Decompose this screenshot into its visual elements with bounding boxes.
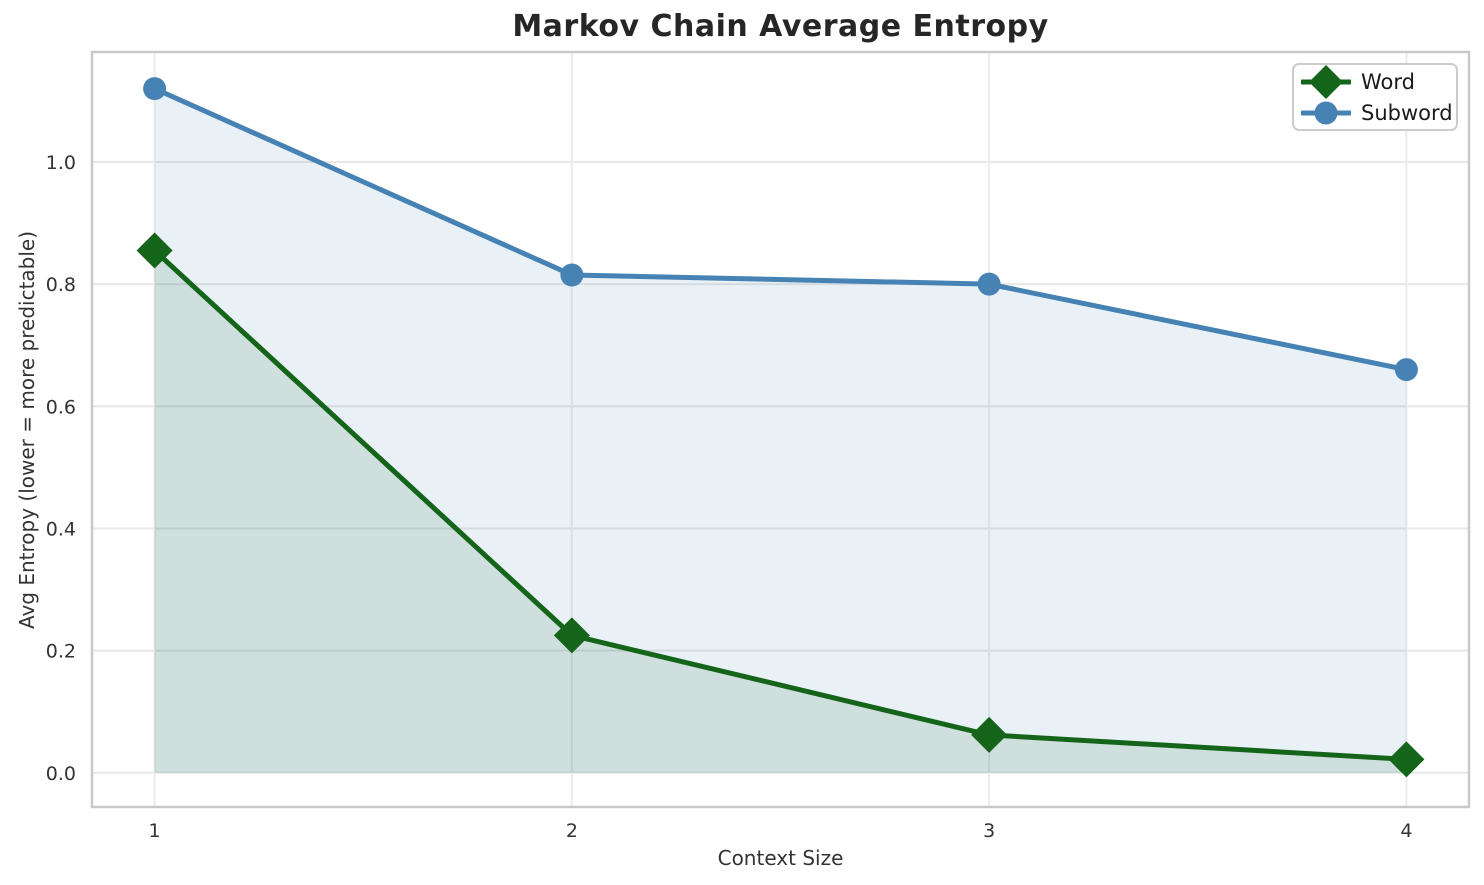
- y-tick-label: 0.4: [46, 518, 76, 540]
- word-marker: [1388, 741, 1425, 778]
- y-tick-label: 0.8: [46, 274, 76, 296]
- chart-title: Markov Chain Average Entropy: [512, 9, 1049, 44]
- x-tick-label: 2: [566, 820, 578, 842]
- legend-label: Subword: [1361, 100, 1453, 125]
- word-marker: [971, 716, 1008, 753]
- y-tick-label: 0.2: [46, 641, 76, 663]
- diamond-legend-marker-icon: [1301, 64, 1351, 99]
- x-tick-label: 3: [983, 820, 995, 842]
- circle-legend-marker-icon: [1301, 101, 1351, 124]
- y-axis-label: Avg Entropy (lower = more predictable): [15, 230, 39, 630]
- x-tick-label: 4: [1400, 820, 1412, 842]
- subword-marker: [977, 272, 1001, 296]
- y-tick-label: 0.6: [46, 396, 76, 418]
- word-line: [152, 248, 1409, 762]
- x-tick-label: 1: [149, 820, 161, 842]
- subword-marker: [1394, 358, 1418, 382]
- legend: Word Subword: [1292, 63, 1458, 131]
- y-tick-label: 0.0: [46, 763, 76, 785]
- subword-area: [154, 88, 1407, 773]
- legend-label: Word: [1361, 69, 1415, 94]
- y-tick-label: 1.0: [46, 152, 76, 174]
- word-marker: [136, 232, 173, 269]
- subword-line: [152, 86, 1409, 373]
- plot-border: [90, 50, 1471, 809]
- legend-item-subword: Subword: [1301, 97, 1456, 128]
- word-area: [154, 250, 1407, 773]
- subword-marker: [143, 77, 167, 101]
- legend-item-word: Word: [1301, 64, 1456, 99]
- x-axis-label: Context Size: [717, 846, 844, 870]
- subword-marker: [560, 263, 584, 287]
- word-marker: [553, 617, 590, 654]
